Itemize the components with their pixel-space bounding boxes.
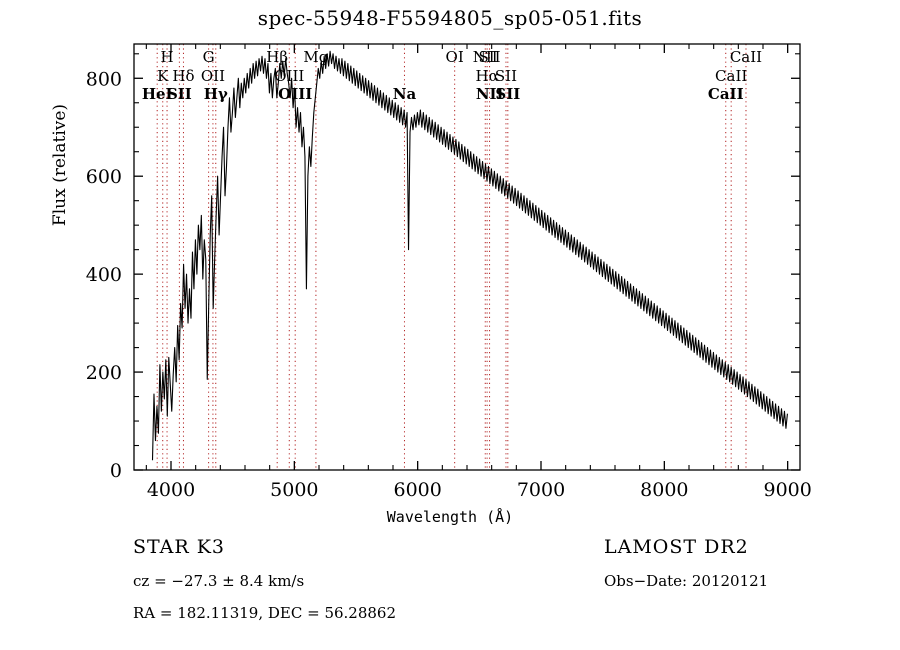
svg-text:Mg: Mg <box>303 48 328 66</box>
svg-text:SII: SII <box>495 85 520 103</box>
svg-text:OIII: OIII <box>274 67 304 85</box>
svg-text:NII: NII <box>476 85 504 103</box>
object-class-text: STAR K3 <box>133 536 225 558</box>
svg-text:SII: SII <box>495 67 517 85</box>
svg-text:OIII: OIII <box>278 85 312 103</box>
svg-text:Hγ: Hγ <box>204 85 228 103</box>
svg-text:K: K <box>157 67 169 85</box>
svg-text:CaII: CaII <box>708 85 744 103</box>
svg-text:CaII: CaII <box>730 48 762 66</box>
survey-name-text: LAMOST DR2 <box>604 536 749 558</box>
svg-text:5000: 5000 <box>270 479 318 501</box>
svg-text:6000: 6000 <box>393 479 441 501</box>
coordinates-text: RA = 182.11319, DEC = 56.28862 <box>133 604 397 622</box>
svg-text:SII: SII <box>478 48 500 66</box>
svg-text:800: 800 <box>86 68 122 90</box>
svg-text:7000: 7000 <box>517 479 565 501</box>
svg-text:Hα: Hα <box>475 67 498 85</box>
svg-text:G: G <box>203 48 215 66</box>
page-title: spec-55948-F5594805_sp05-051.fits <box>257 6 643 30</box>
observation-date-text: Obs−Date: 20120121 <box>604 572 769 590</box>
svg-text:CaII: CaII <box>715 67 747 85</box>
svg-text:Hβ: Hβ <box>266 48 288 66</box>
svg-text:H: H <box>161 48 174 66</box>
svg-text:8000: 8000 <box>640 479 688 501</box>
svg-text:200: 200 <box>86 362 122 384</box>
svg-text:0: 0 <box>110 460 122 482</box>
svg-text:4000: 4000 <box>147 479 195 501</box>
svg-text:Hδ: Hδ <box>172 67 194 85</box>
svg-text:600: 600 <box>86 166 122 188</box>
svg-text:OI: OI <box>446 48 464 66</box>
svg-text:SII: SII <box>167 85 192 103</box>
svg-text:9000: 9000 <box>763 479 811 501</box>
svg-text:400: 400 <box>86 264 122 286</box>
redshift-velocity-text: cz = −27.3 ± 8.4 km/s <box>133 572 305 590</box>
svg-text:OII: OII <box>201 67 225 85</box>
svg-text:NII: NII <box>473 48 498 66</box>
x-axis-label: Wavelength (Å) <box>386 508 514 526</box>
svg-text:Na: Na <box>393 85 417 103</box>
svg-text:HeI: HeI <box>142 85 173 103</box>
